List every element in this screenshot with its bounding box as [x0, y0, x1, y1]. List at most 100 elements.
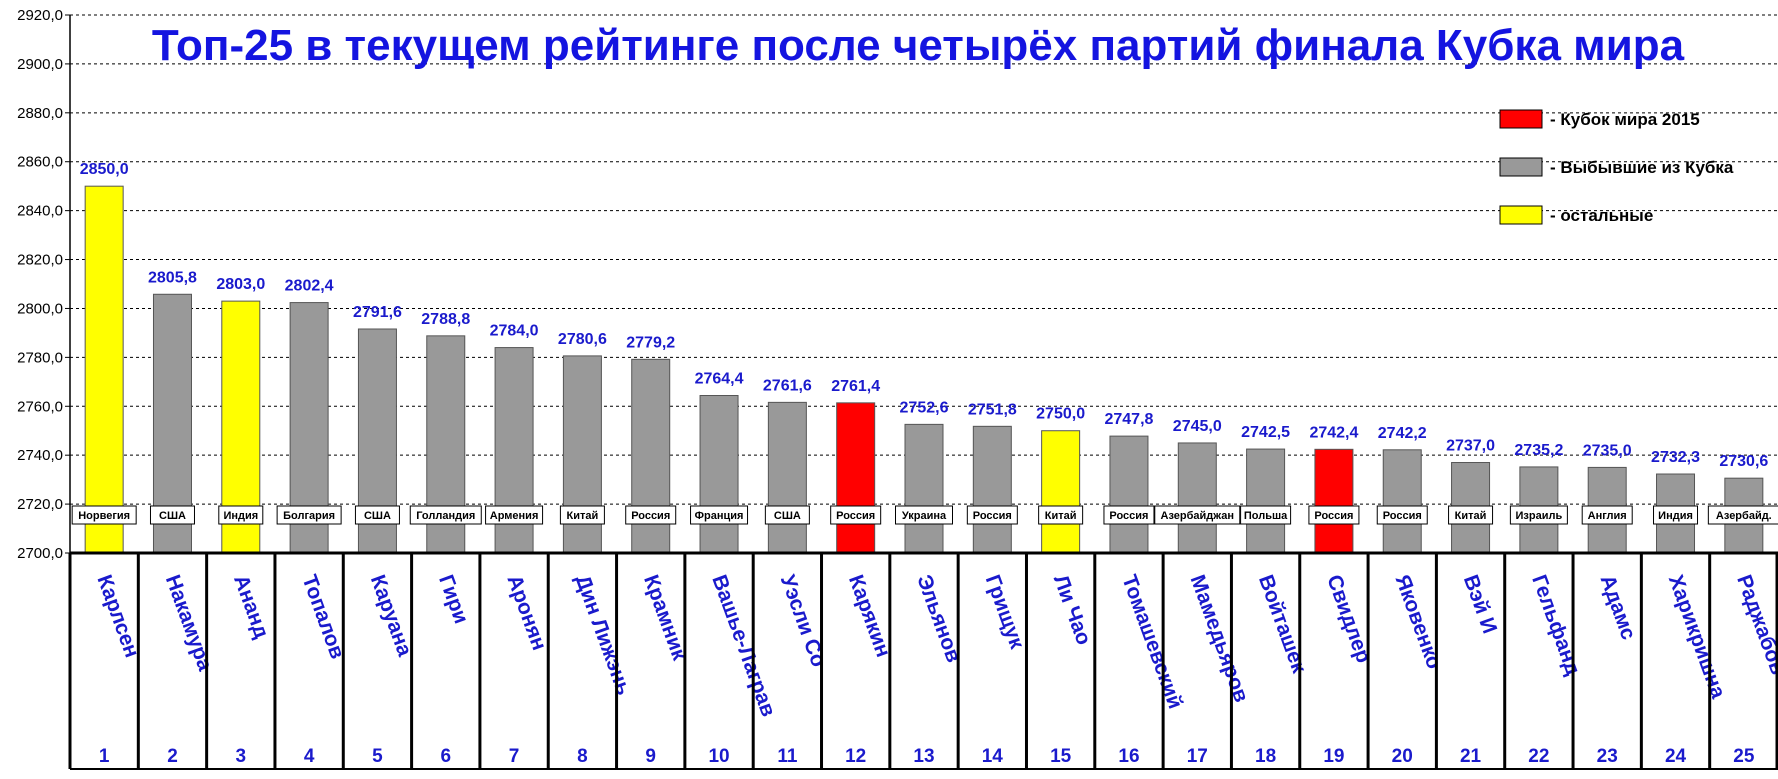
- country-label: Польша: [1244, 510, 1288, 522]
- value-label: 2761,4: [831, 378, 880, 395]
- rank-number: 24: [1665, 746, 1687, 767]
- legend-label: - Кубок мира 2015: [1550, 110, 1700, 129]
- y-axis-ticks: 2700,0 2720,0 2740,0 2760,0 2780,0 2800,0 2820…: [17, 7, 70, 562]
- country-label: Болгария: [283, 510, 335, 522]
- country-label: Азербайд.: [1716, 510, 1772, 522]
- rank-number: 5: [372, 746, 383, 767]
- country-label: Россия: [1109, 510, 1148, 522]
- country-tag: [1038, 505, 1084, 525]
- bar-rank-10: [699, 395, 739, 554]
- country-tag: [1103, 505, 1155, 525]
- y-tick-label: 2840,0: [17, 203, 63, 220]
- country-tag: [1308, 505, 1360, 525]
- value-label: 2791,6: [353, 304, 402, 321]
- value-label: 2752,6: [900, 399, 949, 416]
- country-tag: [409, 505, 482, 525]
- value-label: 2735,0: [1583, 442, 1632, 459]
- axes: [69, 15, 1778, 555]
- value-label: 2737,0: [1446, 438, 1495, 455]
- country-tag: [625, 505, 677, 525]
- rank-number: 19: [1323, 746, 1344, 767]
- bar-rank-15: [1041, 430, 1081, 554]
- y-tick-label: 2860,0: [17, 154, 63, 171]
- country-label: Франция: [695, 510, 744, 522]
- country-tag: [1509, 505, 1568, 525]
- country-tag: [1581, 505, 1633, 525]
- rank-number: 1: [99, 746, 110, 767]
- country-label: Азербайджан: [1161, 510, 1234, 522]
- rank-number: 4: [304, 746, 315, 767]
- value-label: 2751,8: [968, 401, 1017, 418]
- country-label: Индия: [223, 510, 258, 522]
- country-label: Россия: [973, 510, 1012, 522]
- y-tick-label: 2720,0: [17, 496, 63, 513]
- country-label: Россия: [836, 510, 875, 522]
- rank-number: 7: [509, 746, 520, 767]
- value-label: 2732,3: [1651, 449, 1700, 466]
- country-tag: [966, 505, 1018, 525]
- y-tick-label: 2760,0: [17, 398, 63, 415]
- country-tag: [830, 505, 882, 525]
- legend-swatch: [1499, 109, 1543, 129]
- rank-number: 2: [167, 746, 178, 767]
- rank-number: 8: [577, 746, 588, 767]
- country-label: США: [364, 510, 391, 522]
- value-label: 2780,6: [558, 331, 607, 348]
- country-label: Голландия: [416, 510, 475, 522]
- country-tag: [690, 505, 749, 525]
- rank-number: 21: [1460, 746, 1482, 767]
- y-tick-label: 2880,0: [17, 105, 63, 122]
- rank-number: 16: [1118, 746, 1139, 767]
- rank-number: 22: [1528, 746, 1549, 767]
- country-label: Китай: [1045, 510, 1077, 522]
- country-tag: [1448, 505, 1494, 525]
- country-tag: [1707, 505, 1778, 525]
- legend: - Кубок мира 2015 - Выбывшие из Кубка - ос…: [1499, 109, 1734, 225]
- rank-number: 17: [1187, 746, 1208, 767]
- country-labels: Норвегия США Индия Болгария США Голландия Арме…: [71, 505, 1778, 525]
- country-tag: [276, 505, 342, 525]
- rank-number: 20: [1392, 746, 1413, 767]
- country-tag: [485, 505, 544, 525]
- rank-number: 23: [1597, 746, 1618, 767]
- rank-number: 18: [1255, 746, 1276, 767]
- bar-rank-12: [836, 402, 876, 554]
- bar-rank-16: [1109, 435, 1149, 554]
- value-label: 2788,8: [421, 311, 470, 328]
- country-label: США: [159, 510, 186, 522]
- country-tag: [1240, 505, 1292, 525]
- value-label: 2742,5: [1241, 424, 1290, 441]
- rank-number: 15: [1050, 746, 1072, 767]
- value-label: 2764,4: [695, 371, 744, 388]
- country-tag: [764, 505, 810, 525]
- country-label: Китай: [1455, 510, 1487, 522]
- y-tick-label: 2700,0: [17, 545, 63, 562]
- rank-number: 6: [440, 746, 451, 767]
- rank-number: 13: [913, 746, 934, 767]
- value-label: 2735,2: [1514, 442, 1563, 459]
- value-label: 2745,0: [1173, 418, 1222, 435]
- country-label: Украина: [902, 510, 947, 522]
- country-tag: [354, 505, 400, 525]
- rank-number: 9: [645, 746, 656, 767]
- value-label: 2747,8: [1104, 411, 1153, 428]
- value-label: 2750,0: [1036, 406, 1085, 423]
- country-tag: [1154, 505, 1241, 525]
- value-label: 2742,2: [1378, 425, 1427, 442]
- bar-rank-19: [1314, 448, 1354, 554]
- value-label: 2779,2: [626, 334, 675, 351]
- y-tick-label: 2920,0: [17, 7, 63, 24]
- value-label: 2742,4: [1309, 424, 1358, 441]
- value-label: 2784,0: [490, 323, 539, 340]
- country-label: Индия: [1658, 510, 1693, 522]
- chart-title: Топ-25 в текущем рейтинге после четырёх …: [152, 21, 1685, 70]
- value-label: 2803,0: [216, 276, 265, 293]
- country-label: Армения: [490, 510, 539, 522]
- country-label: Китай: [567, 510, 599, 522]
- value-label: 2802,4: [285, 278, 334, 295]
- value-label: 2730,6: [1719, 453, 1768, 470]
- value-labels: 2850,0 2805,8 2803,0 2802,4 2791,6 2788,8 2784…: [80, 161, 1769, 470]
- y-tick-label: 2900,0: [17, 56, 63, 73]
- value-label: 2805,8: [148, 269, 197, 286]
